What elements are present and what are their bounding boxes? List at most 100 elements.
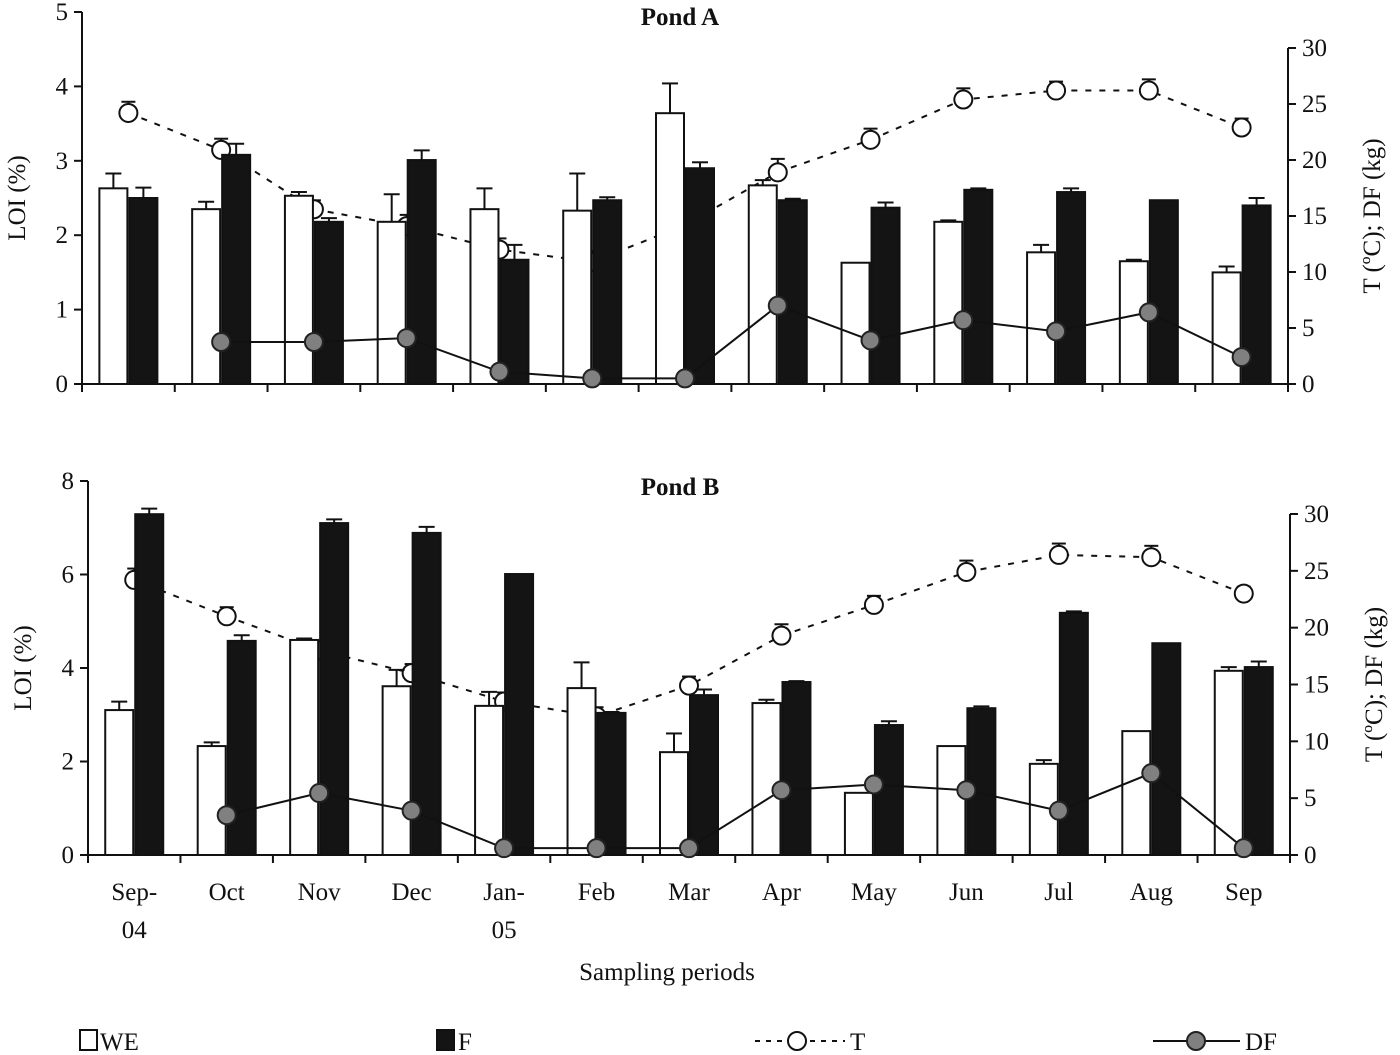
t-point <box>679 675 699 696</box>
t-point <box>767 162 788 183</box>
f-bar <box>777 199 808 385</box>
we-bar <box>936 745 967 857</box>
y-tick-label: 8 <box>62 468 75 495</box>
f-bar <box>966 707 997 857</box>
df-point <box>863 774 884 795</box>
t-point <box>1046 80 1067 101</box>
y-tick-label: 6 <box>62 562 75 589</box>
legend-we-swatch <box>79 1029 98 1051</box>
y2-tick-label: 0 <box>1304 842 1317 869</box>
y-tick-label: 3 <box>56 148 69 175</box>
we-bar <box>469 208 500 385</box>
df-point <box>1138 302 1159 323</box>
x-tick-label: Jul <box>1044 879 1073 906</box>
legend-f-label: F <box>458 1029 472 1055</box>
df-point <box>767 295 788 316</box>
x-tick-label: Nov <box>298 879 342 906</box>
t-point <box>118 102 139 123</box>
df-point <box>303 332 324 352</box>
df-point <box>953 310 974 331</box>
df-point <box>211 332 232 352</box>
t-point <box>953 89 974 110</box>
y2-axis-label: T (ºC); DF (kg) <box>1359 138 1386 293</box>
we-bar <box>196 745 227 857</box>
x-tick-label: Mar <box>668 879 710 906</box>
t-point <box>1231 117 1252 138</box>
y2-tick-label: 10 <box>1304 728 1329 755</box>
we-bar <box>1121 730 1152 856</box>
y2-tick-label: 30 <box>1302 35 1327 62</box>
df-point <box>860 330 881 351</box>
df-point <box>309 783 330 804</box>
f-bar <box>406 159 437 385</box>
x-tick-label: May <box>851 879 897 906</box>
t-point <box>1048 544 1069 565</box>
df-series-line <box>221 304 1243 380</box>
we-bar <box>191 208 222 385</box>
we-bar <box>751 702 782 856</box>
we-bar <box>283 194 314 385</box>
we-bar <box>843 791 874 857</box>
y2-tick-label: 10 <box>1302 259 1327 286</box>
t-point <box>863 594 884 615</box>
t-point <box>1233 583 1254 604</box>
x-tick-label: Feb <box>578 879 616 906</box>
f-bar <box>1056 191 1087 385</box>
y-tick-label: 2 <box>56 222 69 249</box>
df-point <box>586 838 607 859</box>
df-point <box>582 368 603 389</box>
we-bar <box>381 685 412 856</box>
f-bar <box>689 694 719 856</box>
df-point <box>1046 321 1067 342</box>
y2-tick-label: 20 <box>1302 147 1327 174</box>
y-tick-label: 2 <box>62 749 75 776</box>
f-bar <box>504 573 535 856</box>
we-bar <box>289 638 320 857</box>
t-point <box>1138 80 1159 101</box>
legend: WE F T DF <box>79 1029 1277 1055</box>
x-axis-label: Sampling periods <box>579 959 755 986</box>
legend-df-marker <box>1186 1031 1206 1051</box>
x-tick-label: Sep- <box>111 879 157 906</box>
we-bar <box>933 220 964 385</box>
f-bar <box>1151 642 1182 856</box>
chart-title: Pond A <box>641 4 720 31</box>
legend-t-label: T <box>850 1029 865 1055</box>
df-point <box>1233 838 1254 859</box>
y2-tick-label: 15 <box>1304 672 1329 699</box>
y2-tick-label: 5 <box>1304 785 1317 812</box>
df-point <box>1141 763 1162 784</box>
df-point <box>494 838 515 859</box>
df-point <box>1048 800 1069 821</box>
y-axis-label: LOI (%) <box>4 155 31 240</box>
df-point <box>675 368 695 389</box>
we-bar <box>655 112 685 386</box>
chart-title: Pond B <box>641 474 720 501</box>
y2-tick-label: 5 <box>1302 315 1315 342</box>
df-point <box>1231 347 1252 368</box>
x-tick-label: 04 <box>122 917 148 944</box>
f-bar <box>1148 199 1179 385</box>
y-tick-label: 4 <box>62 655 75 682</box>
legend-df-label: DF <box>1245 1029 1277 1055</box>
y2-tick-label: 25 <box>1304 558 1329 585</box>
y-tick-label: 0 <box>56 371 69 398</box>
x-tick-label: Jan- <box>483 879 525 906</box>
we-bar <box>659 751 689 857</box>
f-bar <box>781 681 812 857</box>
df-point <box>489 361 510 382</box>
t-point <box>771 625 792 646</box>
x-tick-label: Apr <box>762 879 802 906</box>
we-bar <box>1118 260 1149 385</box>
df-series-line <box>226 772 1245 850</box>
t-point <box>216 606 237 627</box>
x-tick-label: Aug <box>1130 879 1174 906</box>
x-tick-label: 05 <box>492 917 517 944</box>
legend-t-marker <box>787 1031 807 1051</box>
df-point <box>956 780 977 801</box>
y2-axis-label: T (ºC); DF (kg) <box>1361 607 1388 762</box>
x-tick-label: Dec <box>391 879 431 906</box>
we-bar <box>566 687 597 856</box>
we-bar <box>747 184 778 385</box>
legend-f-swatch <box>436 1029 455 1051</box>
